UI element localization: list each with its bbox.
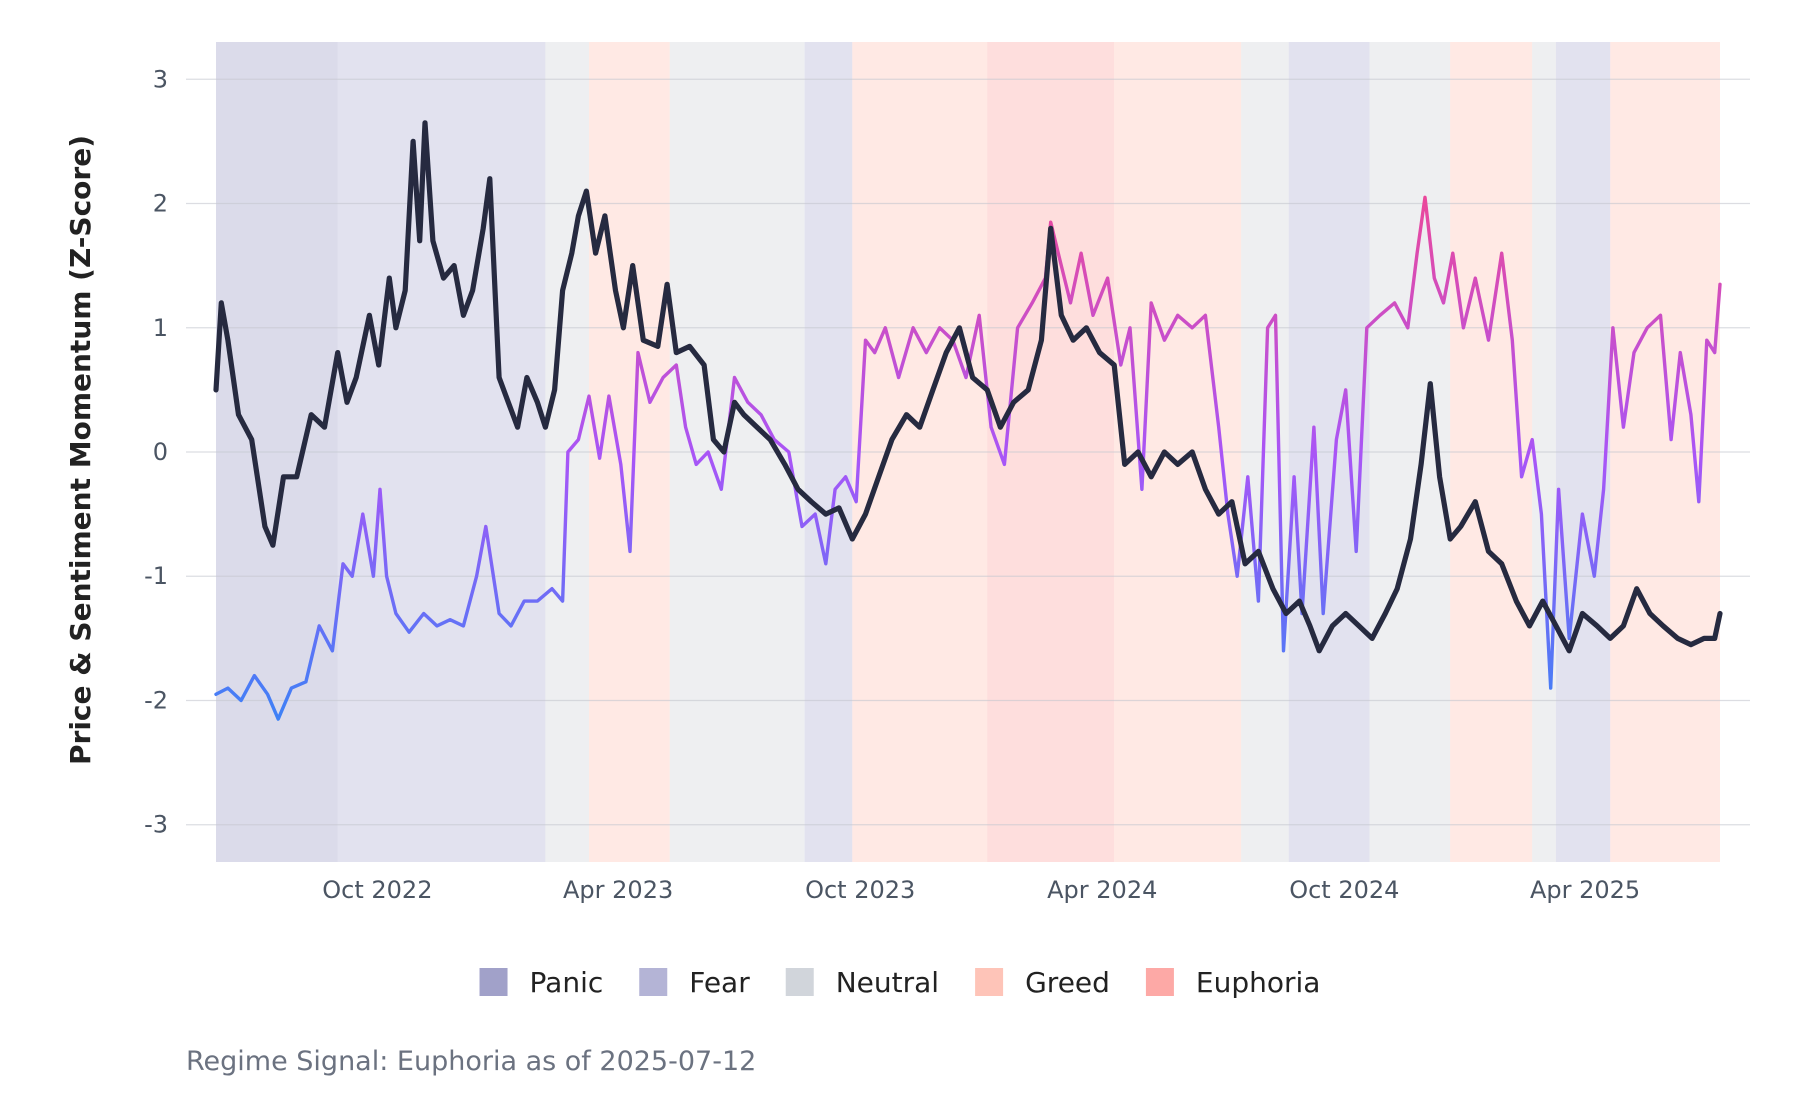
- y-axis-label: Price & Sentiment Momentum (Z-Score): [64, 135, 97, 765]
- x-tick-label: Apr 2024: [1047, 876, 1157, 904]
- legend-swatch-euphoria: [1145, 968, 1174, 996]
- regime-signal-caption: Regime Signal: Euphoria as of 2025-07-12: [186, 1046, 756, 1077]
- legend-swatch-panic: [479, 968, 508, 996]
- legend-label: Panic: [530, 966, 604, 999]
- legend-label: Greed: [1025, 966, 1110, 999]
- y-tick-label: -3: [144, 811, 168, 839]
- legend: Panic Fear Neutral Greed Euphoria: [479, 966, 1321, 999]
- price-momentum-line: [213, 120, 1723, 654]
- legend-label: Fear: [689, 966, 750, 999]
- x-tick-label: Oct 2023: [805, 876, 915, 904]
- y-tick-label: -2: [144, 686, 168, 714]
- legend-swatch-neutral: [785, 968, 814, 996]
- y-tick-label: 2: [153, 190, 168, 218]
- x-axis-tick-labels: Oct 2022 Apr 2023 Oct 2023 Apr 2024 Oct 2024…: [322, 876, 1640, 904]
- x-tick-label: Apr 2025: [1530, 876, 1640, 904]
- legend-swatch-greed: [975, 968, 1004, 996]
- legend-label: Neutral: [836, 966, 939, 999]
- series-lines: [213, 120, 1723, 721]
- y-tick-label: 3: [153, 65, 168, 93]
- legend-label: Euphoria: [1196, 966, 1321, 999]
- sentiment-momentum-line: [214, 195, 1722, 721]
- x-tick-label: Apr 2023: [563, 876, 673, 904]
- y-tick-label: -1: [144, 562, 168, 590]
- y-tick-label: 0: [153, 438, 168, 466]
- x-tick-label: Oct 2024: [1289, 876, 1399, 904]
- x-tick-label: Oct 2022: [322, 876, 432, 904]
- legend-swatch-fear: [639, 968, 668, 996]
- y-tick-label: 1: [153, 314, 168, 342]
- y-axis-tick-labels: 3 2 1 0 -1 -2 -3: [144, 65, 168, 838]
